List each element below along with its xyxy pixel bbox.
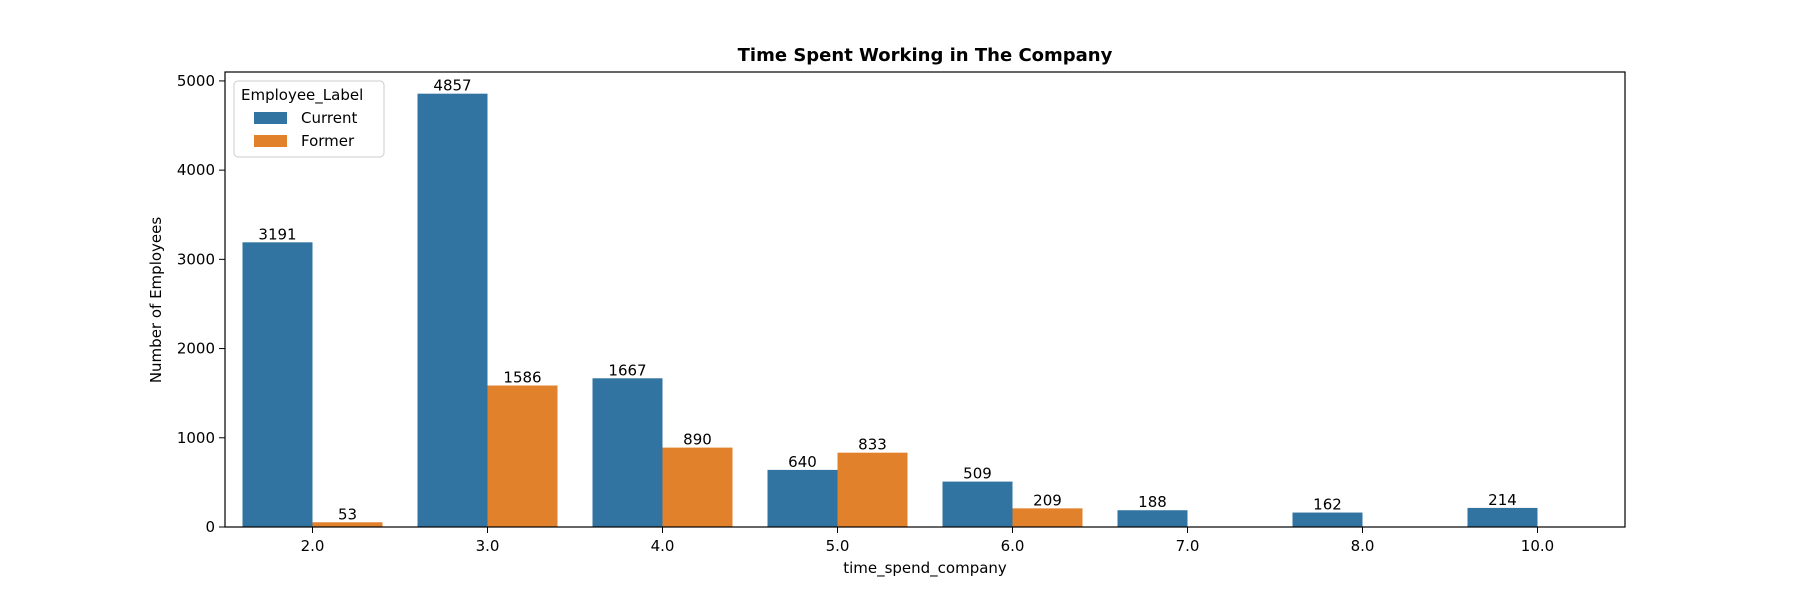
data-label-former-5-0: 833 [858, 436, 887, 454]
bar-current-4-0 [592, 378, 663, 527]
data-label-current-4-0: 1667 [608, 361, 646, 379]
x-axis-label: time_spend_company [843, 559, 1007, 578]
data-label-current-5-0: 640 [788, 453, 817, 471]
data-label-current-10-0: 214 [1488, 491, 1517, 509]
bar-former-5-0 [837, 452, 908, 527]
data-label-current-7-0: 188 [1138, 493, 1167, 511]
plot-frame [224, 71, 1626, 528]
bar-current-6-0 [942, 481, 1013, 527]
bar-former-3-0 [487, 385, 558, 527]
data-label-former-3-0: 1586 [503, 369, 541, 387]
x-axis: 2.0 3.0 4.0 5.0 6.0 7.0 8.0 10.0 [301, 527, 1554, 555]
legend: Employee_Label Current Former [233, 80, 385, 158]
legend-swatch-current [254, 112, 287, 124]
legend-label-former: Former [301, 132, 355, 150]
x-tick-label: 3.0 [476, 537, 500, 555]
bar-former-4-0 [662, 447, 733, 527]
data-label-current-2-0: 3191 [258, 225, 296, 243]
y-tick-label: 4000 [177, 161, 215, 179]
bar-current-10-0 [1467, 507, 1538, 527]
data-label-current-3-0: 4857 [433, 77, 471, 95]
y-tick-label: 1000 [177, 429, 215, 447]
x-tick-label: 8.0 [1351, 537, 1375, 555]
y-tick-label: 5000 [177, 72, 215, 90]
y-axis: 0 1000 2000 3000 4000 5000 [177, 72, 225, 536]
data-label-former-2-0: 53 [338, 505, 357, 523]
x-tick-label: 5.0 [826, 537, 850, 555]
bar-former-6-0 [1012, 508, 1083, 527]
bar-former-2-0 [312, 522, 383, 527]
legend-title: Employee_Label [241, 86, 363, 105]
x-tick-label: 7.0 [1176, 537, 1200, 555]
legend-entries: Current Former [254, 109, 357, 150]
bar-current-5-0 [767, 469, 838, 527]
bars-layer [242, 93, 1538, 528]
data-labels-layer: 3191 53 4857 1586 1667 890 640 833 509 209 188 162 2… [258, 77, 1516, 524]
bar-current-8-0 [1292, 512, 1363, 527]
bar-current-3-0 [417, 93, 488, 528]
data-label-current-8-0: 162 [1313, 496, 1342, 514]
x-tick-label: 10.0 [1521, 537, 1554, 555]
x-tick-label: 6.0 [1001, 537, 1025, 555]
legend-label-current: Current [301, 109, 357, 127]
bar-current-2-0 [242, 242, 313, 527]
data-label-current-6-0: 509 [963, 465, 992, 483]
data-label-former-4-0: 890 [683, 431, 712, 449]
y-tick-label: 0 [205, 518, 215, 536]
x-tick-label: 4.0 [651, 537, 675, 555]
bar-current-7-0 [1117, 510, 1188, 527]
x-tick-label: 2.0 [301, 537, 325, 555]
y-axis-label: Number of Employees [147, 217, 165, 384]
y-tick-label: 2000 [177, 340, 215, 358]
legend-swatch-former [254, 135, 287, 147]
chart-title: Time Spent Working in The Company [738, 45, 1113, 66]
y-tick-label: 3000 [177, 250, 215, 268]
data-label-former-6-0: 209 [1033, 491, 1062, 509]
